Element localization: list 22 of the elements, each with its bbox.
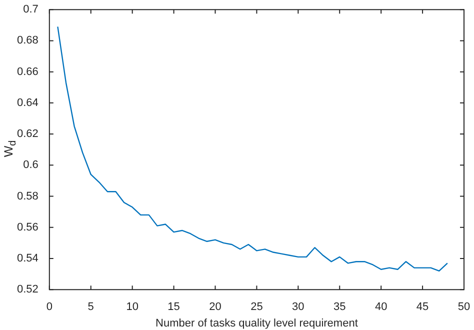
x-tick-label: 15 — [168, 301, 180, 314]
x-tick-label: 25 — [250, 301, 263, 314]
x-tick-label: 10 — [126, 301, 138, 314]
x-tick-label: 30 — [292, 301, 304, 314]
x-tick-label: 0 — [46, 301, 52, 314]
y-tick-label: 0.68 — [16, 34, 38, 47]
x-tick-label: 20 — [209, 301, 222, 314]
y-tick-label: 0.62 — [16, 128, 38, 140]
y-tick-label: 0.66 — [16, 66, 38, 78]
x-axis-title: Number of tasks quality level requirement — [156, 317, 358, 330]
y-tick-label: 0.64 — [16, 96, 38, 109]
y-tick-label: 0.54 — [16, 252, 38, 265]
x-tick-label: 5 — [88, 301, 94, 314]
x-tick-label: 35 — [334, 301, 346, 314]
y-tick-label: 0.56 — [16, 221, 38, 234]
y-tick-label: 0.6 — [23, 159, 38, 172]
x-tick-label: 50 — [458, 301, 470, 314]
y-tick-label: 0.7 — [23, 4, 38, 16]
x-tick-label: 40 — [374, 301, 388, 314]
y-tick-label: 0.58 — [16, 190, 38, 202]
x-tick-label: 45 — [416, 301, 429, 314]
y-tick-label: 0.52 — [16, 284, 38, 296]
